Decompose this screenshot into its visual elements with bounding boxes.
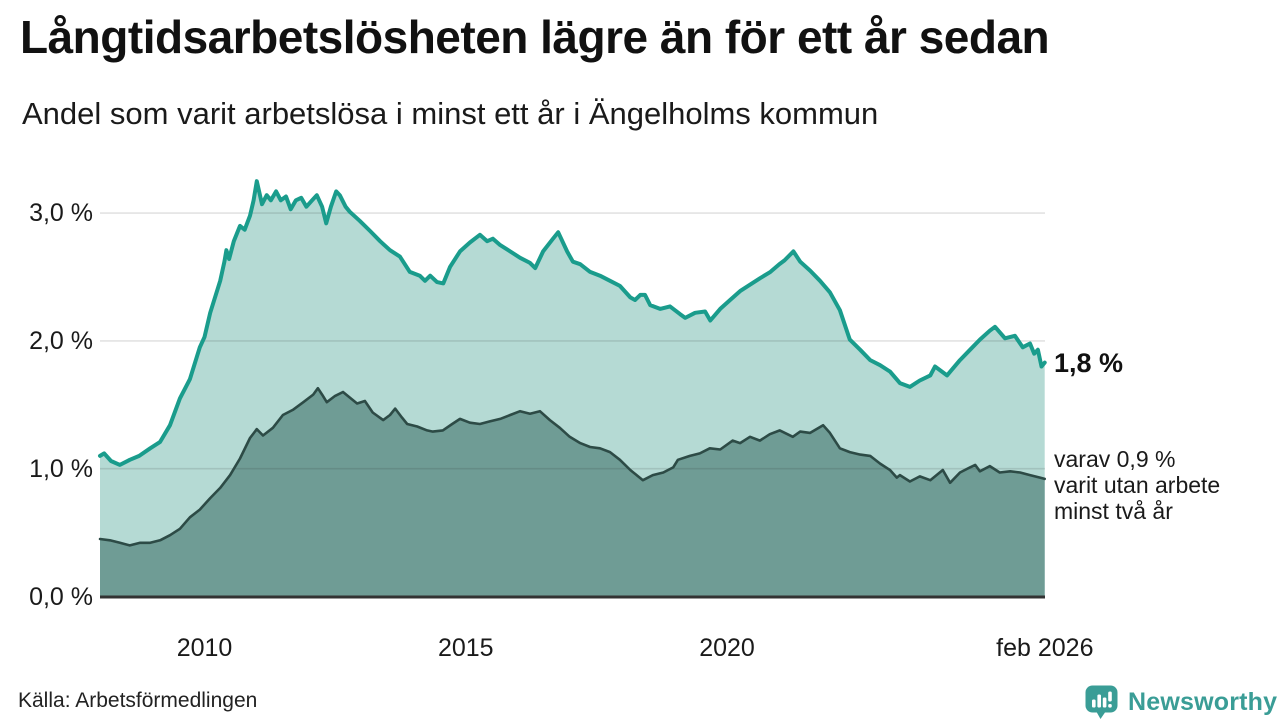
brand-name: Newsworthy <box>1128 687 1278 716</box>
x-tick-label: 2020 <box>699 634 755 662</box>
line-unemployed-one-year <box>98 179 1047 467</box>
annotation-line-2: varit utan arbete <box>1054 472 1221 498</box>
newsworthy-icon <box>1085 685 1118 719</box>
y-tick-label: 3,0 % <box>29 199 93 228</box>
line-unemployed-two-years <box>98 386 1046 547</box>
two-year-annotation: varav 0,9 % varit utan arbete minst två … <box>1054 446 1220 524</box>
annotation-line-3: minst två år <box>1054 498 1173 524</box>
x-tick-label: feb 2026 <box>996 634 1094 662</box>
source-credit: Källa: Arbetsförmedlingen <box>18 689 258 712</box>
page-title: Långtidsarbetslösheten lägre än för ett … <box>20 11 1050 63</box>
annotation-line-1: varav 0,9 % <box>1054 446 1176 472</box>
y-tick-label: 1,0 % <box>29 454 93 483</box>
area-unemployed-two-years <box>100 388 1045 597</box>
y-tick-label: 2,0 % <box>29 326 93 355</box>
x-tick-label: 2010 <box>176 634 233 662</box>
chart-subtitle: Andel som varit arbetslösa i minst ett å… <box>22 96 879 131</box>
y-tick-label: 0,0 % <box>29 582 93 611</box>
x-tick-label: 2015 <box>437 634 494 662</box>
newsworthy-logo: Newsworthy <box>1084 684 1277 720</box>
end-value-label: 1,8 % <box>1054 348 1124 378</box>
